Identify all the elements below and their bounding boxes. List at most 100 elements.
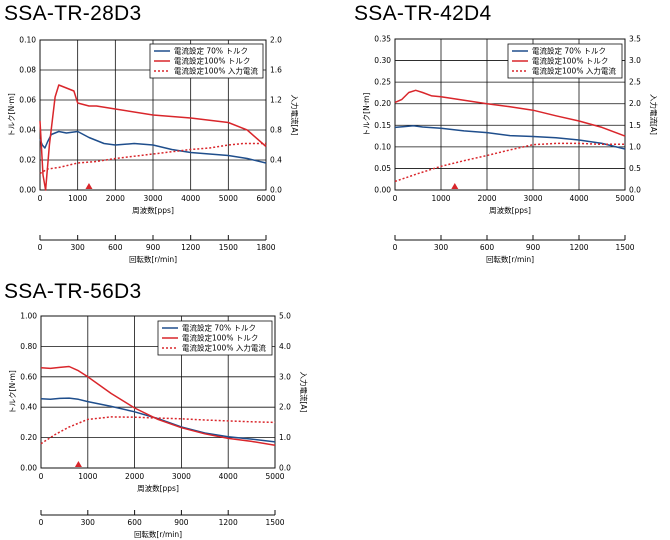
- x-tick-label: 3000: [523, 194, 542, 203]
- x-tick-label: 1000: [68, 194, 87, 203]
- rpm-tick-label: 300: [81, 518, 96, 527]
- y-tick-label: 0.08: [19, 66, 36, 75]
- legend-label: 電流設定 70% トルク: [532, 46, 606, 56]
- y2-tick-label: 2.0: [279, 403, 291, 412]
- rpm-tick-label: 1200: [181, 243, 200, 252]
- y2-tick-label: 0.0: [629, 186, 641, 195]
- y-tick-label: 0.00: [374, 186, 391, 195]
- y2-tick-label: 1.0: [279, 433, 291, 442]
- y2-tick-label: 2.0: [270, 36, 282, 45]
- x-tick-label: 2000: [477, 194, 496, 203]
- y-tick-label: 0.20: [20, 433, 37, 442]
- rpm-tick-label: 1800: [256, 243, 275, 252]
- rpm-tick-label: 900: [174, 518, 189, 527]
- x-tick-label: 3000: [172, 472, 191, 481]
- plot-frame: [40, 315, 276, 469]
- x-tick-label: 0: [393, 194, 398, 203]
- y2-tick-label: 0.4: [270, 156, 282, 165]
- y2-axis-title: 入力電流[A]: [290, 95, 300, 136]
- x-tick-label: 6000: [256, 194, 275, 203]
- y-tick-label: 0.00: [19, 186, 36, 195]
- y-tick-label: 0.06: [19, 96, 36, 105]
- x-axis-title: 周波数[pps]: [137, 483, 179, 493]
- y-tick-label: 0.35: [374, 35, 391, 44]
- plot-frame: [394, 38, 626, 191]
- rpm-axis-title: 回転数[r/min]: [134, 529, 182, 539]
- y2-tick-label: 4.0: [279, 342, 291, 351]
- marker-triangle: [85, 183, 93, 189]
- rpm-axis-title: 回転数[r/min]: [486, 254, 534, 264]
- rpm-tick-label: 300: [71, 243, 86, 252]
- y2-tick-label: 0.8: [270, 126, 282, 135]
- y2-tick-label: 0.5: [629, 164, 641, 173]
- y2-tick-label: 0.0: [270, 186, 282, 195]
- series-line-current-100: [39, 142, 266, 175]
- rpm-tick-label: 600: [480, 243, 495, 252]
- legend-label: 電流設定100% トルク: [532, 56, 608, 66]
- x-tick-label: 2000: [125, 472, 144, 481]
- x-tick-label: 5000: [615, 194, 634, 203]
- x-axis-title: 周波数[pps]: [489, 205, 531, 215]
- y-tick-label: 0.10: [374, 142, 391, 151]
- rpm-tick-label: 1500: [615, 243, 634, 252]
- y2-axis-title: 入力電流[A]: [299, 372, 309, 413]
- rpm-tick-label: 0: [39, 518, 44, 527]
- series-line-torque-70: [40, 397, 276, 443]
- y2-tick-label: 3.0: [629, 56, 641, 65]
- y-tick-label: 0.30: [374, 56, 391, 65]
- rpm-tick-label: 300: [434, 243, 449, 252]
- x-tick-label: 5000: [265, 472, 284, 481]
- x-tick-label: 1000: [78, 472, 97, 481]
- y-axis-title: トルク[N·m]: [362, 93, 371, 137]
- x-tick-label: 4000: [181, 194, 200, 203]
- y2-tick-label: 1.6: [270, 66, 282, 75]
- rpm-tick-label: 900: [146, 243, 161, 252]
- y2-tick-label: 0.0: [279, 464, 291, 473]
- y-tick-label: 0.60: [20, 372, 37, 381]
- marker-triangle: [74, 461, 82, 467]
- series-line-torque-100: [394, 89, 626, 137]
- y-tick-label: 0.80: [20, 342, 37, 351]
- y2-tick-label: 2.0: [629, 99, 641, 108]
- rpm-tick-label: 600: [127, 518, 142, 527]
- x-tick-label: 5000: [219, 194, 238, 203]
- x-axis-title: 周波数[pps]: [132, 205, 174, 215]
- rpm-tick-label: 1200: [219, 518, 238, 527]
- x-tick-label: 0: [38, 194, 43, 203]
- y2-axis-title: 入力電流[A]: [649, 94, 659, 135]
- legend-label: 電流設定100% トルク: [182, 333, 258, 343]
- rpm-tick-label: 900: [526, 243, 541, 252]
- y2-tick-label: 1.2: [270, 96, 282, 105]
- rpm-tick-label: 0: [393, 243, 398, 252]
- legend-label: 電流設定100% 入力電流: [182, 343, 266, 353]
- chart-title-28d3: SSA-TR-28D3: [4, 2, 142, 25]
- marker-triangle: [451, 183, 459, 189]
- y-tick-label: 0.02: [19, 156, 36, 165]
- rpm-tick-label: 1200: [569, 243, 588, 252]
- y-tick-label: 0.10: [19, 36, 36, 45]
- y2-tick-label: 3.0: [279, 372, 291, 381]
- x-tick-label: 0: [39, 472, 44, 481]
- series-line-torque-100: [39, 84, 267, 191]
- y-tick-label: 0.04: [19, 126, 36, 135]
- y-tick-label: 0.15: [374, 121, 391, 130]
- y2-tick-label: 1.0: [629, 142, 641, 151]
- rpm-tick-label: 1500: [265, 518, 284, 527]
- legend-label: 電流設定100% 入力電流: [532, 66, 616, 76]
- y-tick-label: 0.20: [374, 99, 391, 108]
- x-tick-label: 1000: [431, 194, 450, 203]
- x-tick-label: 4000: [219, 472, 238, 481]
- legend-label: 電流設定100% 入力電流: [174, 66, 258, 76]
- y-axis-title: トルク[N·m]: [8, 370, 17, 414]
- y-tick-label: 0.25: [374, 78, 391, 87]
- series-line-torque-70: [39, 130, 267, 164]
- x-tick-label: 4000: [569, 194, 588, 203]
- rpm-tick-label: 1500: [219, 243, 238, 252]
- y-tick-label: 0.05: [374, 164, 391, 173]
- series-line-current-100: [394, 142, 625, 183]
- chart-title-56d3: SSA-TR-56D3: [4, 280, 142, 303]
- y2-tick-label: 2.5: [629, 78, 641, 87]
- rpm-tick-label: 600: [108, 243, 123, 252]
